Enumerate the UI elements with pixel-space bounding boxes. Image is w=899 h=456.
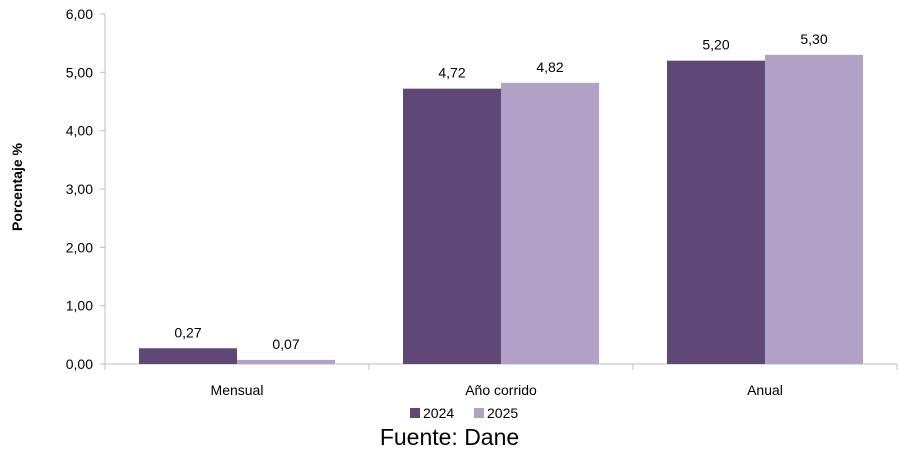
y-axis: 0,00 1,00 2,00 3,00 4,00 5,00 6,00 <box>66 6 106 372</box>
x-axis: Mensual Año corrido Anual <box>104 363 898 398</box>
data-label: 0,07 <box>272 336 299 352</box>
legend-swatch-2025 <box>474 408 484 418</box>
bar-2025-3 <box>765 54 863 364</box>
legend: 2024 2025 <box>410 405 518 421</box>
y-tick-label: 5,00 <box>66 64 93 80</box>
y-tick-label: 1,00 <box>66 298 93 314</box>
legend-label: 2024 <box>423 405 454 421</box>
y-tick-label: 2,00 <box>66 239 93 255</box>
data-label: 4,82 <box>536 59 563 75</box>
y-tick-label: 6,00 <box>66 6 93 22</box>
data-label: 5,30 <box>800 31 827 47</box>
bars <box>139 54 863 365</box>
source-note: Fuente: Dane <box>379 424 520 450</box>
legend-swatch-2024 <box>410 408 420 418</box>
data-labels: 0,27 4,72 5,20 0,07 4,82 5,30 <box>174 31 827 352</box>
legend-label: 2025 <box>487 405 518 421</box>
bar-2024-1 <box>139 348 237 364</box>
bar-2025-1 <box>237 359 335 364</box>
data-label: 5,20 <box>702 37 729 53</box>
bar-chart: 0,00 1,00 2,00 3,00 4,00 5,00 6,00 Mensual Año … <box>9 6 898 421</box>
y-axis-title: Porcentaje % <box>9 142 25 230</box>
x-tick-label: Anual <box>747 382 783 398</box>
x-tick-label: Mensual <box>211 382 264 398</box>
y-tick-label: 0,00 <box>66 356 93 372</box>
y-tick-label: 4,00 <box>66 123 93 139</box>
bar-2025-2 <box>501 82 599 364</box>
data-label: 0,27 <box>174 324 201 340</box>
bar-2024-2 <box>403 88 501 365</box>
bar-2024-3 <box>667 60 765 365</box>
x-tick-label: Año corrido <box>465 382 537 398</box>
data-label: 4,72 <box>438 65 465 81</box>
y-tick-label: 3,00 <box>66 181 93 197</box>
